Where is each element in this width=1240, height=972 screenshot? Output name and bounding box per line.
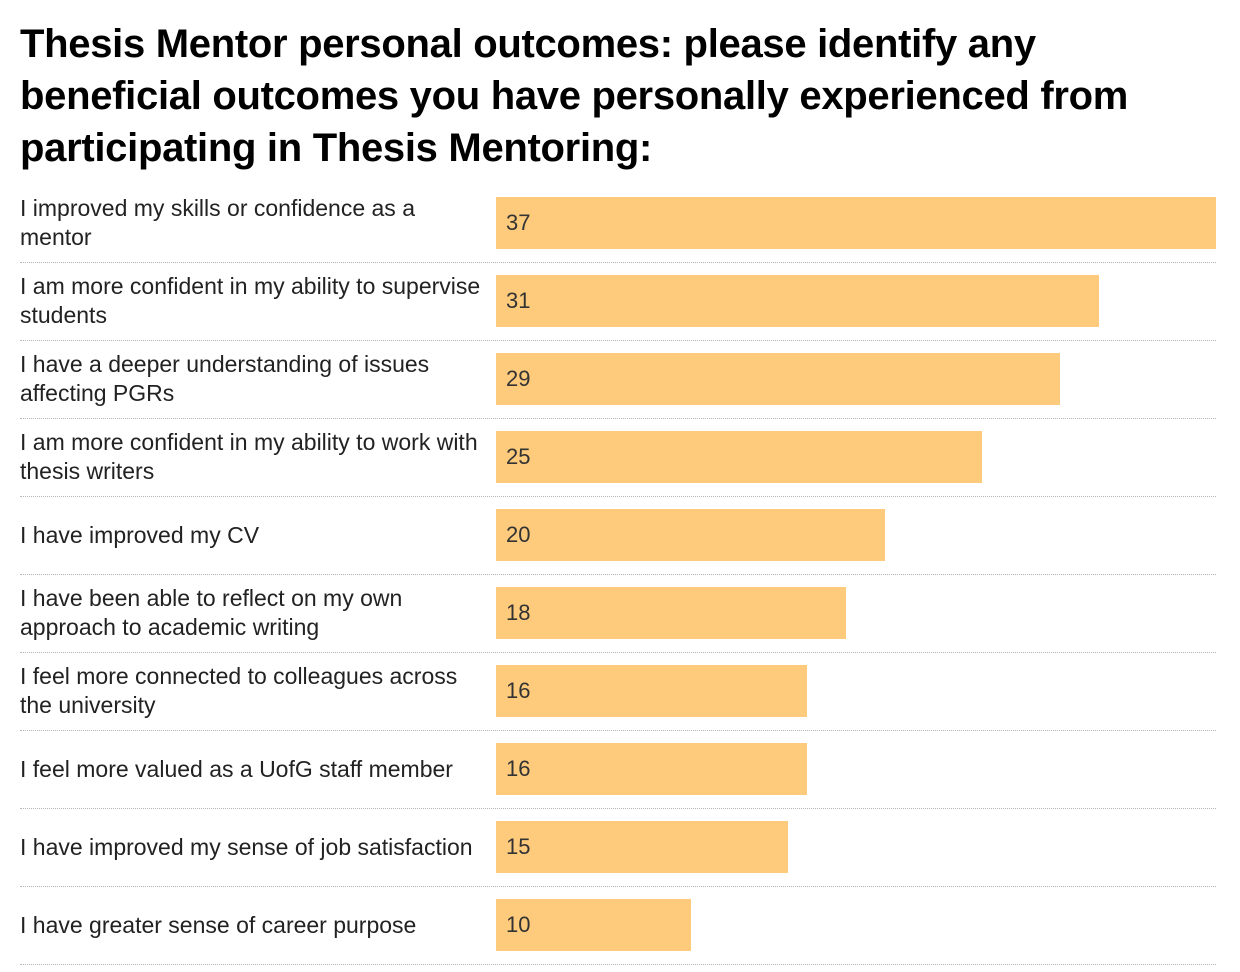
row-divider: [20, 964, 1216, 965]
bar-value-label: 10: [506, 912, 531, 937]
bar-value-label: 25: [506, 444, 531, 469]
row-divider: [20, 574, 1216, 575]
category-label: I improved my skills or confidence as a …: [20, 195, 415, 250]
row-divider: [20, 886, 1216, 887]
bar: [496, 587, 846, 639]
category-label: I feel more valued as a UofG staff membe…: [20, 755, 453, 782]
bar-value-label: 29: [506, 366, 531, 391]
bar-value-label: 31: [506, 288, 531, 313]
bar: [496, 197, 1216, 249]
category-label: I have greater sense of career purpose: [20, 911, 417, 938]
bar-value-label: 16: [506, 756, 531, 781]
category-label: I am more confident in my ability to wor…: [20, 429, 478, 484]
category-label: I am more confident in my ability to sup…: [20, 273, 481, 328]
bar: [496, 431, 982, 483]
bar: [496, 743, 807, 795]
row-divider: [20, 730, 1216, 731]
row-divider: [20, 262, 1216, 263]
bar: [496, 509, 885, 561]
bar-value-label: 16: [506, 678, 531, 703]
bar: [496, 899, 691, 951]
bar: [496, 665, 807, 717]
bar-value-label: 20: [506, 522, 531, 547]
bar-value-label: 18: [506, 600, 531, 625]
bar: [496, 353, 1060, 405]
category-label: I have a deeper understanding of issues …: [20, 351, 430, 406]
category-label: I feel more connected to colleagues acro…: [20, 663, 458, 718]
category-label: I have improved my CV: [20, 521, 260, 548]
bar-value-label: 37: [506, 210, 531, 235]
row-divider: [20, 808, 1216, 809]
bar: [496, 821, 788, 873]
row-divider: [20, 496, 1216, 497]
bar-value-label: 15: [506, 834, 531, 859]
category-label: I have been able to reflect on my own ap…: [20, 585, 403, 640]
row-divider: [20, 418, 1216, 419]
category-label: I have improved my sense of job satisfac…: [20, 833, 473, 860]
row-divider: [20, 652, 1216, 653]
row-divider: [20, 340, 1216, 341]
chart-title: Thesis Mentor personal outcomes: please …: [20, 22, 1129, 170]
bar: [496, 275, 1099, 327]
